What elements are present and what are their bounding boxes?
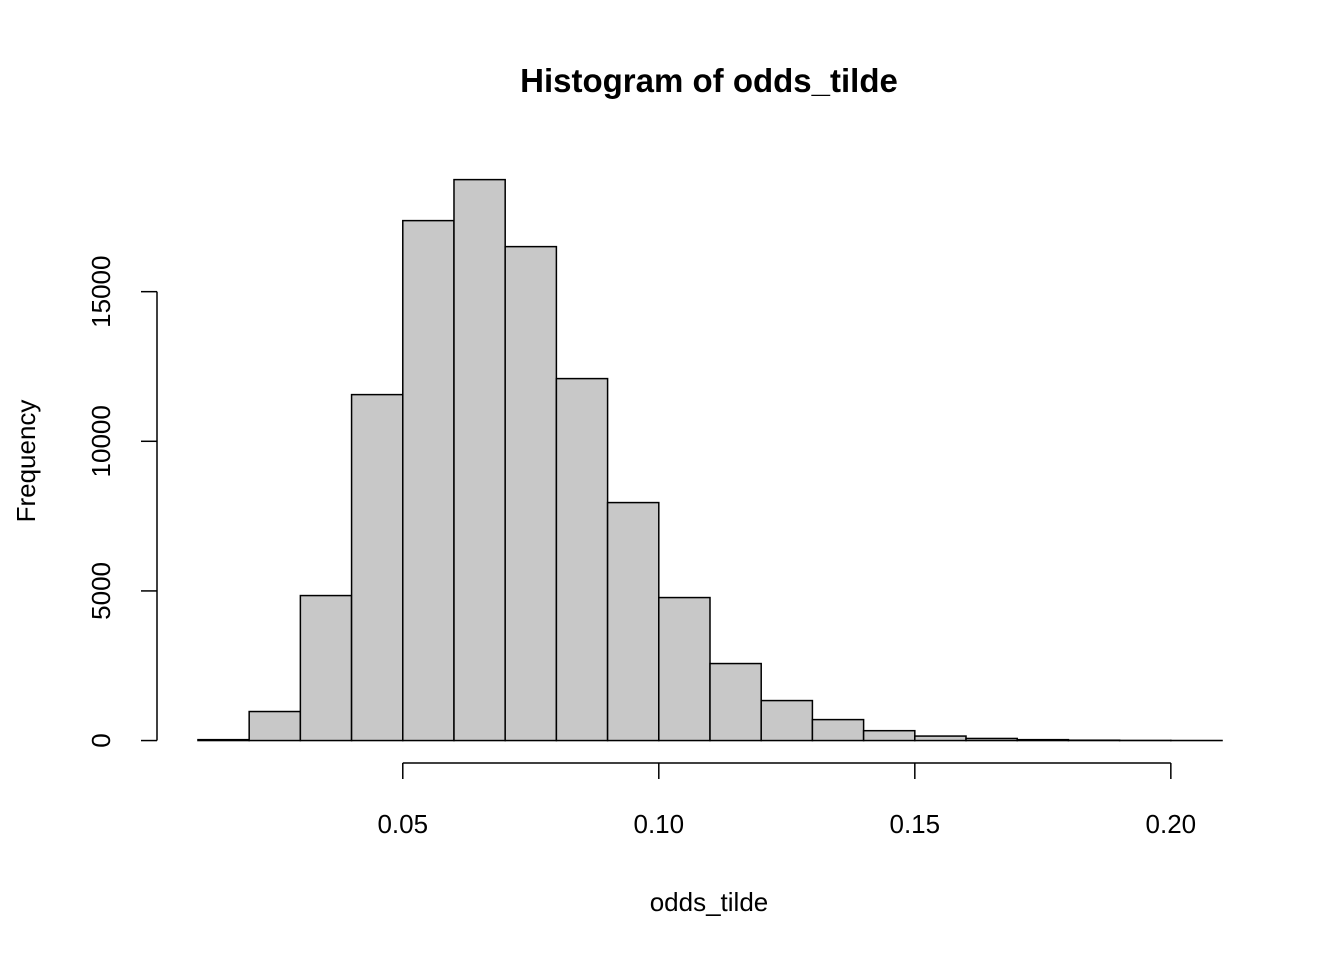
bar [811,718,865,742]
bar [760,699,814,742]
bar [709,662,762,742]
x-axis-title: odds_tilde [650,887,769,917]
y-tick-label: 10000 [86,405,116,477]
x-tick-label: 0.10 [633,809,684,839]
bar [197,738,250,742]
bar [658,596,711,742]
bar [350,393,404,742]
bar [453,178,506,742]
bar [862,729,916,742]
x-tick-label: 0.15 [890,809,941,839]
bar [504,245,558,742]
x-tick-label: 0.05 [377,809,428,839]
x-tick-label: 0.20 [1146,809,1197,839]
bar [299,594,353,742]
y-tick-label: 0 [86,733,116,747]
y-tick-label: 5000 [86,562,116,620]
bar [402,219,455,742]
bar [606,501,660,742]
bar [965,737,1018,742]
bar [1016,738,1070,742]
chart-title: Histogram of odds_tilde [520,62,898,99]
y-tick-label: 15000 [86,256,116,328]
bar [914,735,967,742]
y-axis-title: Frequency [11,400,41,523]
bar [248,710,302,742]
bar [555,377,609,742]
